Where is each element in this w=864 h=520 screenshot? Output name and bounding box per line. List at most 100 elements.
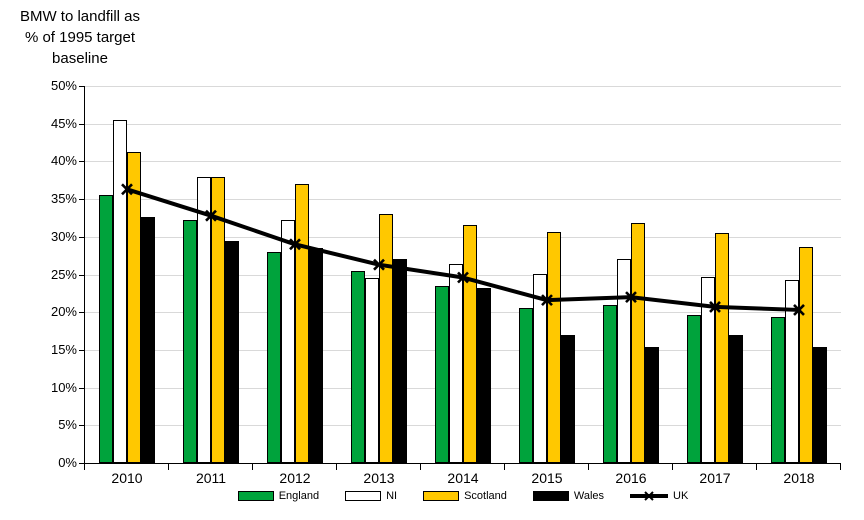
y-tick-label: 0%: [58, 455, 77, 470]
y-tick-mark: [79, 161, 85, 163]
legend-item-england: England: [237, 490, 320, 502]
x-axis-line: [84, 463, 841, 464]
y-tick-mark: [79, 199, 85, 201]
x-tick-mark: [840, 464, 841, 470]
legend-label-wales: Wales: [573, 490, 605, 502]
legend-label-ni: NI: [386, 490, 398, 502]
x-tick-label: 2011: [195, 470, 227, 486]
x-tick-mark: [420, 464, 421, 470]
y-axis-line: [84, 86, 85, 464]
legend-item-ni: NI: [345, 490, 397, 502]
gridline: [85, 161, 841, 163]
y-tick-label: 45%: [50, 115, 77, 131]
scotland-bar: [799, 247, 813, 463]
legend-line-swatch-uk: [630, 491, 669, 501]
y-tick-label: 5%: [58, 417, 77, 433]
ni-bar: [701, 276, 715, 463]
y-tick-mark: [79, 236, 85, 238]
y-tick-label: 40%: [50, 153, 77, 169]
x-tick-label: 2015: [531, 470, 563, 486]
legend-swatch-ni: [345, 491, 382, 501]
y-tick-mark: [79, 349, 85, 351]
chart-title: BMW to landfill as % of 1995 target base…: [0, 6, 160, 69]
x-tick-mark: [672, 464, 673, 470]
ni-bar: [533, 273, 547, 463]
ni-bar: [365, 278, 379, 463]
y-tick-mark: [79, 463, 85, 464]
legend-label-uk: UK: [673, 490, 689, 502]
gridline: [85, 86, 841, 87]
x-tick-label: 2016: [615, 470, 647, 486]
y-tick-label: 35%: [50, 191, 77, 207]
wales-bar: [645, 346, 659, 463]
y-tick-mark: [79, 312, 85, 314]
scotland-bar: [463, 224, 477, 463]
legend-label-england: England: [278, 490, 320, 502]
wales-bar: [393, 258, 407, 463]
y-tick-mark: [79, 387, 85, 389]
x-tick-label: 2013: [363, 470, 395, 486]
ni-bar: [449, 263, 463, 463]
x-tick-label: 2012: [279, 470, 311, 486]
ni-bar: [785, 279, 799, 463]
scotland-bar: [547, 232, 561, 463]
y-tick-label: 50%: [50, 78, 77, 93]
x-tick-label: 2014: [447, 470, 479, 486]
x-tick-mark: [252, 464, 253, 470]
legend-swatch-scotland: [423, 491, 460, 501]
ni-bar: [617, 258, 631, 463]
x-tick-label: 2010: [111, 470, 143, 486]
wales-bar: [729, 334, 743, 463]
x-tick-mark: [588, 464, 589, 470]
scotland-bar: [631, 223, 645, 463]
chart-title-line: % of 1995 target: [24, 29, 136, 46]
legend-item-scotland: Scotland: [423, 490, 507, 502]
y-tick-label: 20%: [50, 304, 77, 320]
scotland-bar: [295, 184, 309, 463]
wales-bar: [477, 288, 491, 463]
plot-area: [85, 86, 841, 463]
y-tick-label: 30%: [50, 228, 77, 244]
x-tick-label: 2018: [783, 470, 815, 486]
y-tick-mark: [79, 274, 85, 276]
england-bar: [183, 220, 197, 463]
legend-item-uk: UK: [630, 490, 688, 502]
scotland-bar: [379, 214, 393, 463]
y-tick-mark: [79, 86, 85, 87]
legend-swatch-england: [237, 491, 274, 501]
england-bar: [267, 251, 281, 463]
ni-bar: [281, 220, 295, 463]
y-tick-label: 10%: [50, 379, 77, 395]
x-tick-mark: [84, 464, 85, 470]
scotland-bar: [715, 233, 729, 463]
legend-label-scotland: Scotland: [464, 490, 507, 502]
scotland-bar: [211, 177, 225, 463]
england-bar: [435, 285, 449, 463]
gridline: [85, 123, 841, 125]
ni-bar: [113, 119, 127, 463]
y-tick-label: 15%: [50, 341, 77, 357]
chart-title-line: BMW to landfill as: [19, 8, 141, 25]
x-tick-mark: [504, 464, 505, 470]
legend-marker-x-icon: [644, 491, 654, 501]
legend: England NI Scotland Wales UK: [85, 490, 841, 502]
england-bar: [99, 194, 113, 463]
x-tick-mark: [336, 464, 337, 470]
legend-swatch-wales: [532, 491, 569, 501]
x-tick-mark: [756, 464, 757, 470]
y-tick-mark: [79, 123, 85, 125]
y-tick-label: 25%: [50, 266, 77, 282]
england-bar: [603, 304, 617, 463]
x-tick-label: 2017: [699, 470, 731, 486]
y-tick-mark: [79, 425, 85, 427]
wales-bar: [309, 248, 323, 463]
wales-bar: [141, 217, 155, 463]
ni-bar: [197, 177, 211, 463]
england-bar: [351, 270, 365, 463]
england-bar: [771, 316, 785, 463]
wales-bar: [225, 241, 239, 463]
wales-bar: [813, 346, 827, 463]
legend-item-wales: Wales: [532, 490, 605, 502]
england-bar: [519, 307, 533, 463]
